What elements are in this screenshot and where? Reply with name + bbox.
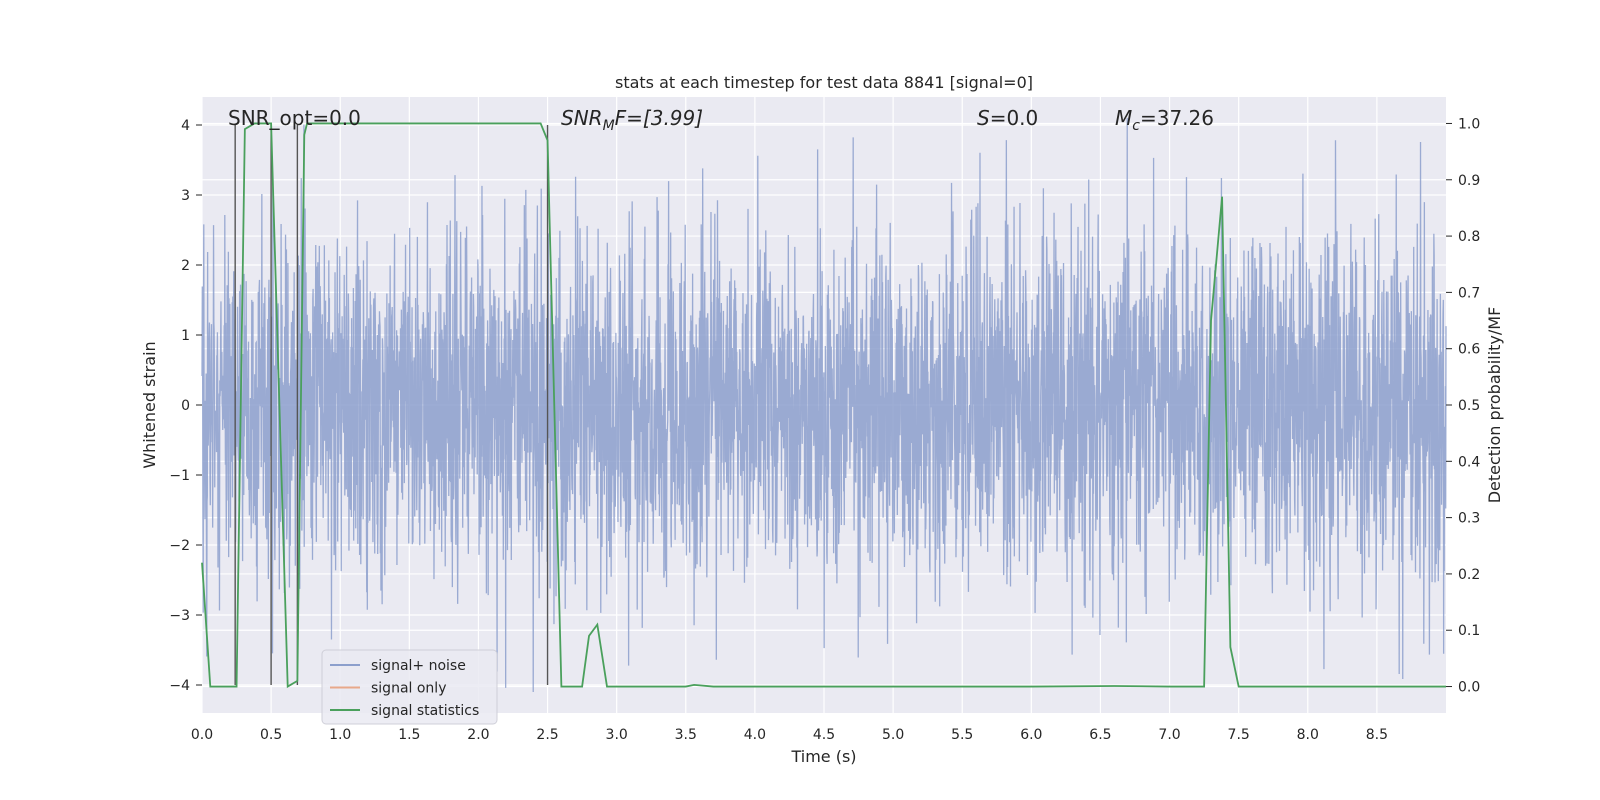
y-axis-left-label: Whitened strain	[140, 341, 159, 468]
x-tick-label: 8.5	[1366, 727, 1388, 743]
y-right-tick-label: 0.2	[1458, 567, 1480, 583]
annotation-snr-mf-rest: F=[3.99]	[615, 106, 703, 130]
y-right-tick-label: 1.0	[1458, 116, 1480, 132]
y-left-tick-label: 3	[181, 188, 190, 204]
noise-trace	[201, 117, 1447, 693]
y-axis-left-ticks: −4 −3 −2 −1 0 1 2 3 4	[169, 118, 202, 694]
annotation-s-rest: =0.0	[990, 106, 1039, 130]
chart-title: stats at each timestep for test data 884…	[615, 73, 1033, 92]
y-right-tick-label: 0.7	[1458, 285, 1480, 301]
vertical-markers	[234, 125, 549, 685]
annotation-s-main: S	[977, 106, 990, 130]
y-right-tick-label: 0.6	[1458, 342, 1480, 358]
y-left-tick-label: 1	[181, 328, 190, 344]
annotation-mc-rest: =37.26	[1140, 106, 1214, 130]
x-tick-label: 0.0	[191, 727, 213, 743]
x-tick-label: 4.5	[813, 727, 835, 743]
y-right-tick-label: 0.5	[1458, 398, 1480, 414]
legend-label-signal-only: signal only	[371, 681, 446, 697]
annotation-mc: Mc=37.26	[1115, 106, 1214, 134]
y-right-tick-label: 0.8	[1458, 229, 1480, 245]
y-left-tick-label: −1	[169, 468, 190, 484]
x-tick-label: 5.5	[951, 727, 973, 743]
legend: signal+ noise signal only signal statist…	[321, 649, 498, 725]
x-tick-label: 8.0	[1297, 727, 1319, 743]
y-left-tick-label: −2	[169, 538, 190, 554]
x-tick-label: 1.5	[398, 727, 420, 743]
y-left-tick-label: 4	[181, 118, 190, 134]
x-axis-label: Time (s)	[790, 747, 856, 766]
annotation-mc-sub: c	[1132, 118, 1140, 134]
x-tick-label: 5.0	[882, 727, 904, 743]
x-tick-label: 0.5	[260, 727, 282, 743]
x-tick-label: 3.5	[675, 727, 697, 743]
annotation-snr-mf-sub: M	[603, 118, 615, 134]
y-axis-right-label: Detection probability/MF	[1485, 307, 1504, 504]
annotation-snr-opt: SNR_opt=0.0	[228, 106, 361, 130]
y-right-tick-label: 0.1	[1458, 623, 1480, 639]
y-axis-right-ticks: 0.0 0.1 0.2 0.3 0.4 0.5 0.6 0.7 0.8 0.9 1.0	[1446, 116, 1480, 696]
y-right-tick-label: 0.9	[1458, 173, 1480, 189]
legend-box	[321, 649, 498, 725]
y-left-tick-label: −3	[169, 608, 190, 624]
series-signal-statistics-line	[201, 122, 1446, 689]
x-tick-label: 7.5	[1228, 727, 1250, 743]
y-left-tick-label: 2	[181, 258, 190, 274]
x-tick-label: 2.5	[536, 727, 558, 743]
x-tick-label: 1.0	[329, 727, 351, 743]
legend-label-signal-plus-noise: signal+ noise	[371, 658, 466, 674]
y-right-tick-label: 0.0	[1458, 680, 1480, 696]
x-tick-label: 3.0	[606, 727, 628, 743]
x-tick-label: 7.0	[1158, 727, 1180, 743]
y-left-tick-label: 0	[181, 398, 190, 414]
x-axis-ticks: 0.0 0.5 1.0 1.5 2.0 2.5 3.0 3.5 4.0 4.5 5.0 5.5 6.0 6…	[191, 727, 1388, 743]
series-signal-plus-noise	[201, 117, 1447, 693]
y-left-tick-label: −4	[169, 678, 190, 694]
x-tick-label: 6.0	[1020, 727, 1042, 743]
annotation-snr-mf: SNRMF=[3.99]	[561, 106, 703, 134]
x-tick-label: 4.0	[744, 727, 766, 743]
annotation-mc-main: M	[1115, 106, 1132, 130]
legend-label-signal-statistics: signal statistics	[371, 703, 479, 719]
y-right-tick-label: 0.3	[1458, 511, 1480, 527]
annotation-snr-mf-main: SNR	[561, 106, 603, 130]
x-tick-label: 2.0	[467, 727, 489, 743]
annotation-s: S=0.0	[977, 106, 1038, 130]
x-tick-label: 6.5	[1089, 727, 1111, 743]
y-right-tick-label: 0.4	[1458, 454, 1480, 470]
